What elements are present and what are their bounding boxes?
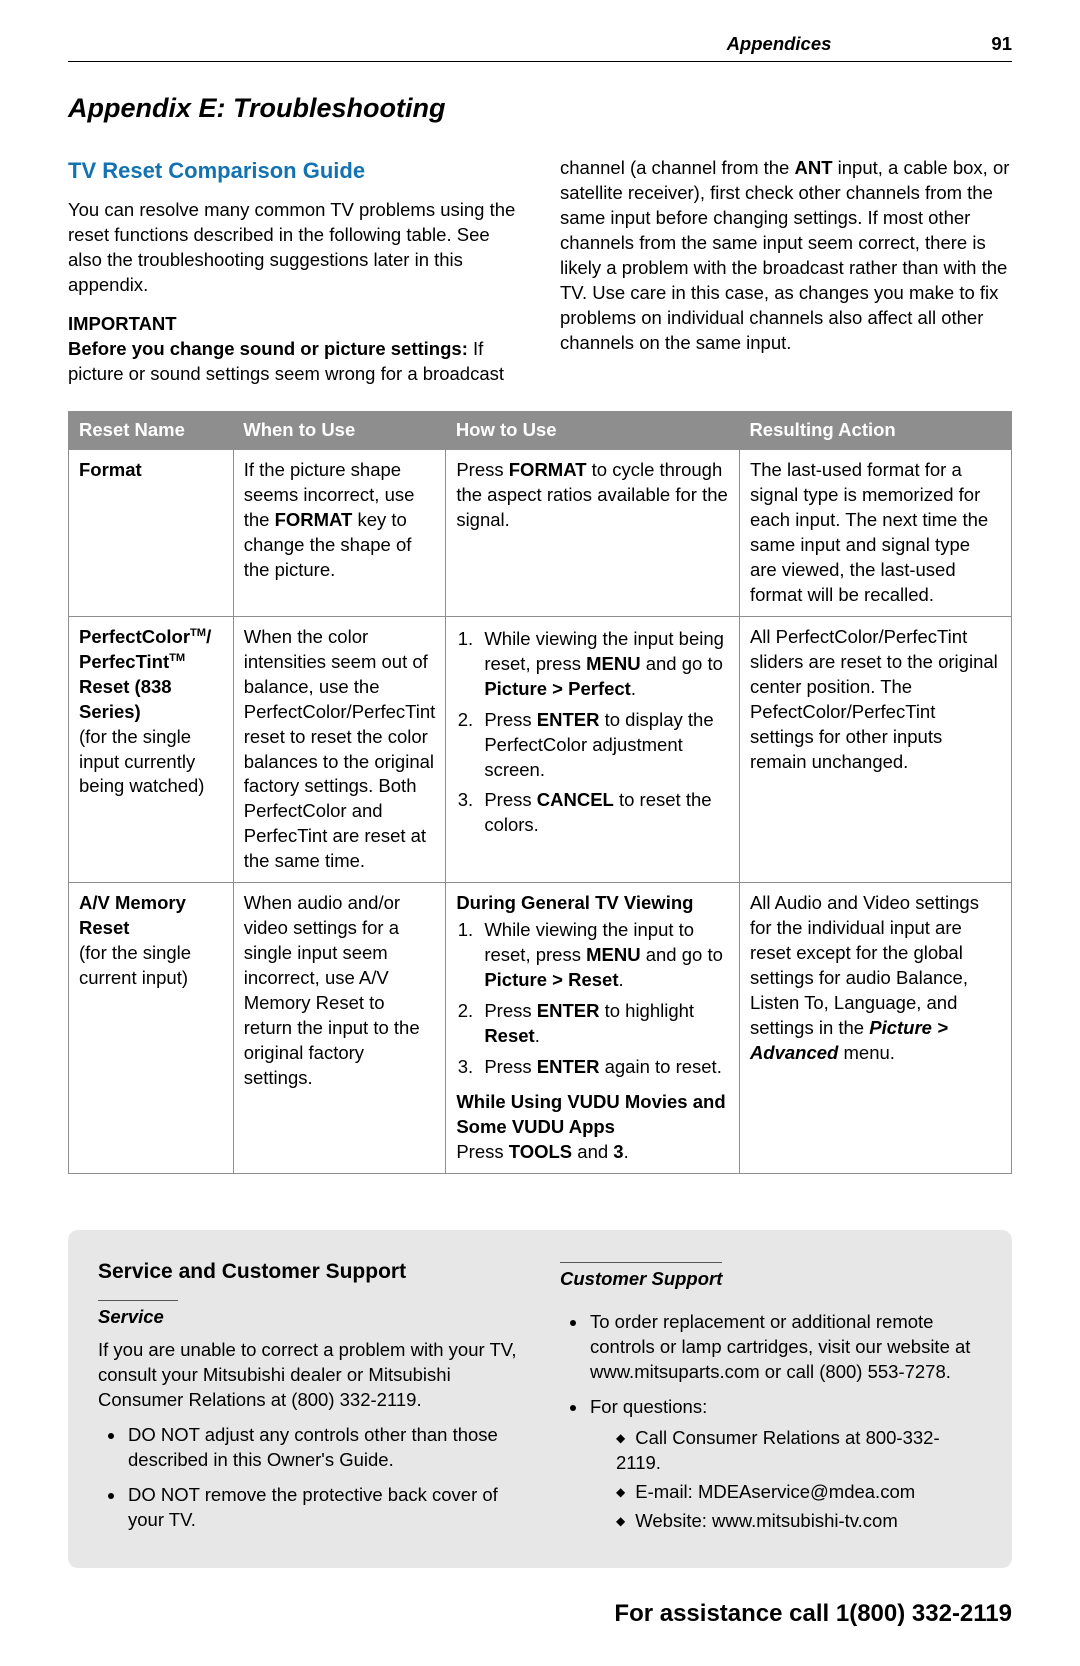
service-paragraph: If you are unable to correct a problem w… bbox=[98, 1338, 520, 1413]
important-text: Before you change sound or picture setti… bbox=[68, 337, 520, 387]
cell-when: If the picture shape seems incorrect, us… bbox=[233, 449, 446, 616]
footer-assistance: For assistance call 1(800) 332-2119 bbox=[68, 1598, 1012, 1630]
intro-left: TV Reset Comparison Guide You can resolv… bbox=[68, 156, 520, 386]
cell-when: When audio and/or video settings for a s… bbox=[233, 883, 446, 1174]
step: Press ENTER to highlight Reset. bbox=[478, 999, 729, 1049]
page-number: 91 bbox=[991, 32, 1012, 57]
th-reset-name: Reset Name bbox=[69, 411, 234, 449]
page-header-bar: Appendices 91 bbox=[68, 32, 1012, 62]
tm-mark: TM bbox=[169, 651, 185, 663]
list-item: Website: www.mitsubishi-tv.com bbox=[616, 1509, 982, 1534]
how-vudu-line: Press TOOLS and 3. bbox=[456, 1140, 729, 1165]
service-bullets: DO NOT adjust any controls other than th… bbox=[98, 1423, 520, 1533]
cell-result: All Audio and Video settings for the ind… bbox=[739, 883, 1011, 1174]
intro-right: channel (a channel from the ANT input, a… bbox=[560, 156, 1012, 386]
section-label: Appendices bbox=[727, 32, 832, 57]
table-row: Format If the picture shape seems incorr… bbox=[69, 449, 1012, 616]
cell-result: All PerfectColor/PerfecTint sliders are … bbox=[739, 616, 1011, 883]
th-how: How to Use bbox=[446, 411, 740, 449]
how-subheading: While Using VUDU Movies and Some VUDU Ap… bbox=[456, 1090, 729, 1140]
cell-name: A/V Memory Reset (for the single current… bbox=[69, 883, 234, 1174]
guide-heading: TV Reset Comparison Guide bbox=[68, 156, 520, 186]
table-header-row: Reset Name When to Use How to Use Result… bbox=[69, 411, 1012, 449]
how-subheading: During General TV Viewing bbox=[456, 891, 729, 916]
page-title: Appendix E: Troubleshooting bbox=[68, 90, 1012, 126]
customer-bullets: To order replacement or additional remot… bbox=[560, 1310, 982, 1534]
support-heading: Service and Customer Support bbox=[98, 1258, 520, 1286]
list-item: DO NOT remove the protective back cover … bbox=[126, 1483, 520, 1533]
cell-name: PerfectColorTM/ PerfecTintTM Reset (838 … bbox=[69, 616, 234, 883]
steps-list: While viewing the input being reset, pre… bbox=[456, 627, 729, 839]
list-item: Call Consumer Relations at 800-332-2119. bbox=[616, 1426, 982, 1476]
support-right: Customer Support To order replacement or… bbox=[560, 1258, 982, 1544]
cell-name: Format bbox=[69, 449, 234, 616]
th-result: Resulting Action bbox=[739, 411, 1011, 449]
table-row: PerfectColorTM/ PerfecTintTM Reset (838 … bbox=[69, 616, 1012, 883]
questions-list: Call Consumer Relations at 800-332-2119.… bbox=[590, 1426, 982, 1534]
intro-columns: TV Reset Comparison Guide You can resolv… bbox=[68, 156, 1012, 386]
cell-when: When the color intensities seem out of b… bbox=[233, 616, 446, 883]
customer-subhead: Customer Support bbox=[560, 1262, 722, 1292]
list-item: E-mail: MDEAservice@mdea.com bbox=[616, 1480, 982, 1505]
cell-how: Press FORMAT to cycle through the aspect… bbox=[446, 449, 740, 616]
th-when: When to Use bbox=[233, 411, 446, 449]
cell-how: While viewing the input being reset, pre… bbox=[446, 616, 740, 883]
step: Press CANCEL to reset the colors. bbox=[478, 788, 729, 838]
step: Press ENTER again to reset. bbox=[478, 1055, 729, 1080]
page: Appendices 91 Appendix E: Troubleshootin… bbox=[0, 0, 1080, 1666]
guide-intro: You can resolve many common TV problems … bbox=[68, 198, 520, 298]
service-subhead: Service bbox=[98, 1300, 178, 1330]
important-label: IMPORTANT bbox=[68, 312, 520, 337]
list-item: For questions: Call Consumer Relations a… bbox=[588, 1395, 982, 1534]
step: While viewing the input being reset, pre… bbox=[478, 627, 729, 702]
right-paragraph: channel (a channel from the ANT input, a… bbox=[560, 156, 1012, 356]
step: While viewing the input to reset, press … bbox=[478, 918, 729, 993]
steps-list: While viewing the input to reset, press … bbox=[456, 918, 729, 1080]
cell-how: During General TV Viewing While viewing … bbox=[446, 883, 740, 1174]
reset-table: Reset Name When to Use How to Use Result… bbox=[68, 411, 1012, 1174]
table-row: A/V Memory Reset (for the single current… bbox=[69, 883, 1012, 1174]
important-lead: Before you change sound or picture setti… bbox=[68, 338, 468, 359]
list-item: To order replacement or additional remot… bbox=[588, 1310, 982, 1385]
support-left: Service and Customer Support Service If … bbox=[98, 1258, 520, 1544]
cell-result: The last-used format for a signal type i… bbox=[739, 449, 1011, 616]
support-box: Service and Customer Support Service If … bbox=[68, 1230, 1012, 1568]
tm-mark: TM bbox=[190, 627, 206, 639]
list-item: DO NOT adjust any controls other than th… bbox=[126, 1423, 520, 1473]
step: Press ENTER to display the PerfectColor … bbox=[478, 708, 729, 783]
